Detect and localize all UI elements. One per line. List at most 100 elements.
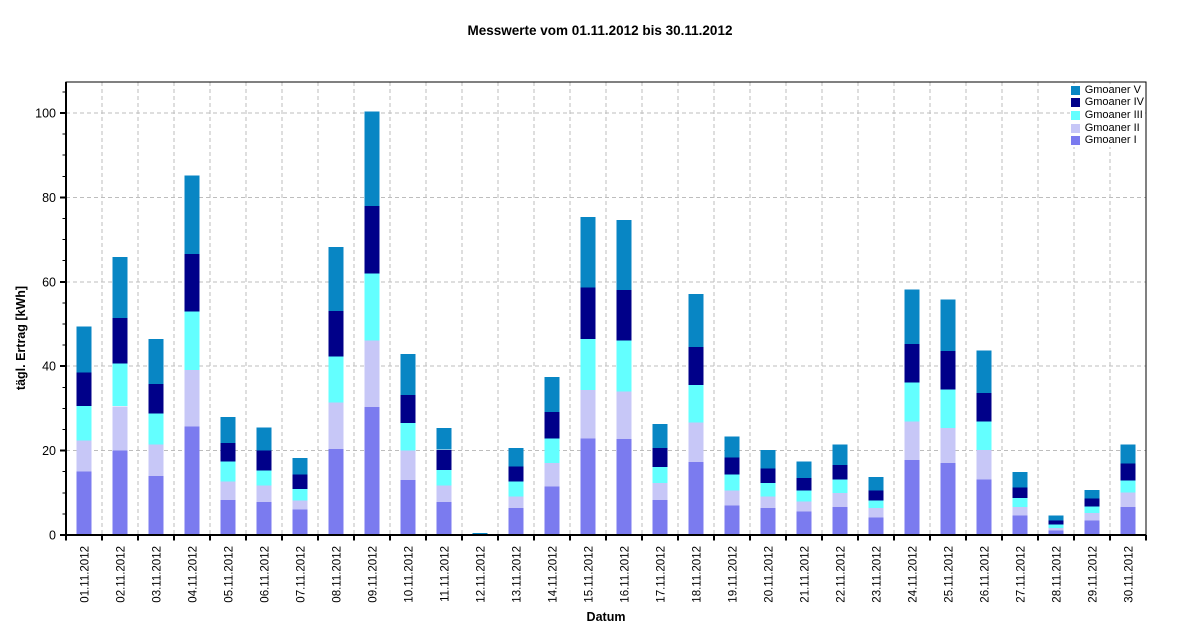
y-tick-label: 20 [42,444,56,458]
bar-segment [832,493,848,508]
bar-segment [112,450,128,535]
bar-segment [76,471,92,535]
bar-segment [796,511,812,535]
bar-segment [796,490,812,502]
bar-segment [688,294,704,347]
bar-segment [868,490,884,501]
bar-segment [580,389,596,439]
bar-segment [112,318,128,364]
bar-segment [328,246,344,311]
x-tick-label: 21.11.2012 [800,546,812,603]
y-tick-label: 60 [42,275,56,289]
bar-segment [796,461,812,479]
bar-segment [148,413,164,445]
bar-segment [184,311,200,370]
bar-segment [1048,527,1064,531]
bar-segment [832,479,848,494]
x-tick-label: 09.11.2012 [368,546,380,603]
legend-item-gmoaner-ii: Gmoaner II [1070,121,1144,135]
x-tick-label: 16.11.2012 [620,546,632,603]
legend-label: Gmoaner III [1084,108,1143,121]
x-tick-label: 22.11.2012 [836,546,848,603]
bar-segment [724,505,740,535]
bar-segment [688,346,704,386]
bar-segment [760,496,776,508]
bar-segment [760,483,776,497]
y-tick-label: 0 [49,529,56,543]
bar-segment [976,450,992,480]
bar-segment [616,289,632,341]
bar-segment [1084,498,1100,507]
x-tick-label: 13.11.2012 [512,546,524,603]
bar-segment [220,500,236,535]
y-tick-label: 40 [42,360,56,374]
bar-segment [184,253,200,312]
bar-segment [364,340,380,408]
bar-segment [940,428,956,463]
bar-segment [292,500,308,510]
bar-segment [76,372,92,406]
bar-segment [292,458,308,475]
y-axis-title: tägl. Ertrag [kWh] [14,285,28,391]
bar-segment [508,448,524,467]
bar-segment [184,426,200,535]
bar-segment [940,462,956,535]
bar-segment [1012,472,1028,488]
bar-segment [256,502,272,535]
bar-segment [184,175,200,254]
bar-segment [652,483,668,500]
bar-segment [688,422,704,462]
x-tick-label: 17.11.2012 [656,546,668,603]
bar-segment [1120,463,1136,481]
bar-segment [220,443,236,462]
bar-segment [364,205,380,274]
bar-segment [1012,515,1028,535]
legend-label: Gmoaner II [1084,121,1140,134]
bar-segment [292,474,308,489]
x-tick-label: 05.11.2012 [224,546,236,603]
bar-segment [724,457,740,475]
legend-item-gmoaner-iii: Gmoaner III [1070,108,1144,122]
x-tick-label: 02.11.2012 [116,546,128,603]
bar-segment [544,486,560,535]
bar-segment [508,481,524,497]
bar-segment [400,394,416,424]
bar-segment [1084,506,1100,514]
bar-segment [400,480,416,535]
bar-segment [940,299,956,351]
x-tick-label: 25.11.2012 [944,546,956,603]
bar-segment [76,326,92,373]
x-tick-label: 08.11.2012 [332,546,344,603]
bar-segment [760,508,776,535]
legend-item-gmoaner-iv: Gmoaner IV [1070,97,1144,110]
bar-segment [940,351,956,390]
bar-segment [1012,497,1028,508]
bar-segment [976,421,992,451]
bar-segment [508,466,524,482]
legend-label: Gmoaner I [1084,134,1137,147]
x-tick-label: 04.11.2012 [188,546,200,603]
bar-segment [76,440,92,472]
bar-segment [904,382,920,422]
bar-segment [688,385,704,423]
bar-segment [976,392,992,422]
bar-segment [580,287,596,340]
x-tick-label: 11.11.2012 [440,546,452,602]
x-tick-label: 26.11.2012 [980,546,992,603]
x-tick-label: 07.11.2012 [296,546,308,603]
bar-segment [976,350,992,393]
x-tick-label: 14.11.2012 [548,546,560,603]
x-tick-label: 01.11.2012 [80,546,92,603]
bar-segment [256,470,272,486]
bar-segment [652,448,668,468]
bar-segment [832,507,848,535]
bar-segment [868,500,884,508]
bar-segment [904,421,920,460]
bar-segment [652,500,668,535]
bar-segment [112,363,128,407]
bar-segment [724,474,740,491]
chart-title: Messwerte vom 01.11.2012 bis 30.11.2012 [467,23,733,38]
bar-segment [580,339,596,390]
